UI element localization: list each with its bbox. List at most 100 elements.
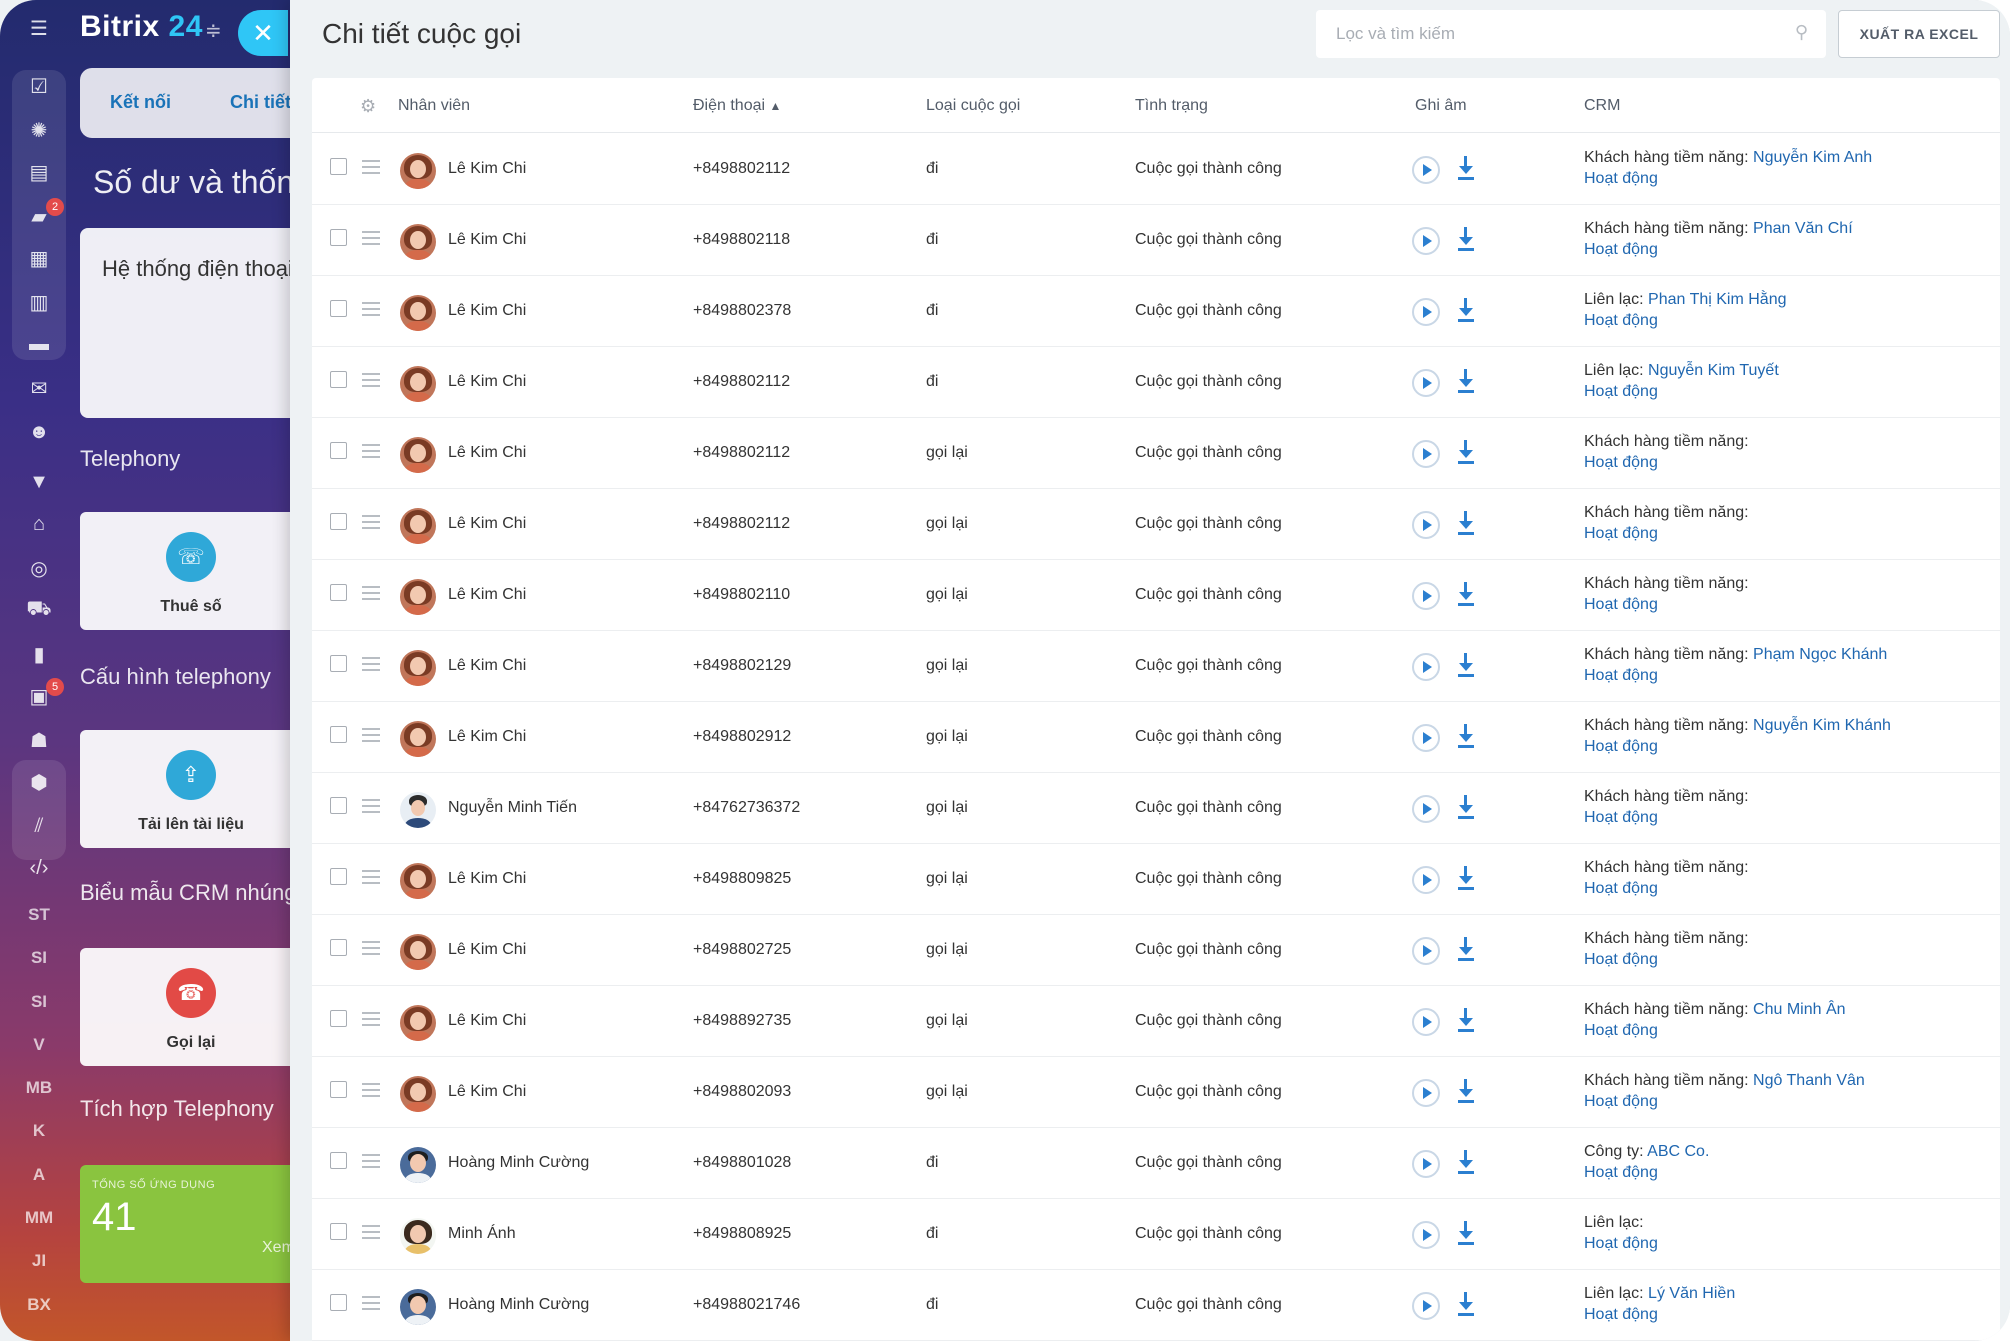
download-icon[interactable] (1458, 795, 1474, 821)
cart-icon[interactable]: ⛟ (26, 597, 52, 620)
row-checkbox[interactable] (330, 229, 347, 246)
feed-icon[interactable]: ✺ (30, 119, 48, 142)
employee-name[interactable]: Lê Kim Chi (448, 657, 527, 674)
download-icon[interactable] (1458, 227, 1474, 253)
box-icon[interactable]: ⬢ (30, 771, 48, 794)
employee-name[interactable]: Hoàng Minh Cường (448, 1296, 590, 1313)
drag-handle-icon[interactable] (362, 1225, 380, 1243)
table-row[interactable]: Lê Kim Chi +8498802725 gọi lại Cuộc gọi thà… (312, 915, 2000, 986)
column-status[interactable]: Tình trạng (1135, 97, 1208, 114)
table-row[interactable]: Lê Kim Chi +8498892735 gọi lại Cuộc gọi thà… (312, 986, 2000, 1057)
mail-icon[interactable]: ✉ (30, 377, 48, 400)
table-row[interactable]: Lê Kim Chi +8498802118 đi Cuộc gọi thành cô… (312, 205, 2000, 276)
activity-link[interactable]: Hoạt động (1584, 667, 1658, 684)
drag-handle-icon[interactable] (362, 586, 380, 604)
crm-entity-link[interactable]: Chu Minh Ân (1753, 1001, 1846, 1018)
crm-entity-link[interactable]: Ngô Thanh Vân (1753, 1072, 1865, 1089)
activity-link[interactable]: Hoạt động (1584, 1093, 1658, 1110)
stat-more-link[interactable]: Xem (262, 1239, 295, 1256)
row-checkbox[interactable] (330, 939, 347, 956)
rail-app-9[interactable]: JI (31, 1251, 47, 1270)
activity-link[interactable]: Hoạt động (1584, 809, 1658, 826)
download-icon[interactable] (1458, 937, 1474, 963)
target-icon[interactable]: ◎ (30, 557, 48, 580)
table-row[interactable]: Lê Kim Chi +8498802112 gọi lại Cuộc gọi thà… (312, 489, 2000, 560)
crm-entity-link[interactable]: Nguyễn Kim Anh (1753, 149, 1873, 166)
download-icon[interactable] (1458, 511, 1474, 537)
drag-handle-icon[interactable] (362, 231, 380, 249)
activity-link[interactable]: Hoạt động (1584, 383, 1658, 400)
download-icon[interactable] (1458, 866, 1474, 892)
drag-handle-icon[interactable] (362, 799, 380, 817)
row-checkbox[interactable] (330, 158, 347, 175)
column-phone[interactable]: Điện thoại ▲ (693, 97, 781, 115)
drive-icon[interactable]: ▬ (29, 332, 49, 355)
activity-link[interactable]: Hoạt động (1584, 596, 1658, 613)
activity-link[interactable]: Hoạt động (1584, 241, 1658, 258)
play-icon[interactable] (1412, 937, 1440, 965)
employee-name[interactable]: Lê Kim Chi (448, 302, 527, 319)
table-row[interactable]: Lê Kim Chi +8498802378 đi Cuộc gọi thành cô… (312, 276, 2000, 347)
play-icon[interactable] (1412, 653, 1440, 681)
row-checkbox[interactable] (330, 371, 347, 388)
employee-name[interactable]: Hoàng Minh Cường (448, 1154, 590, 1171)
employee-name[interactable]: Lê Kim Chi (448, 160, 527, 177)
employee-name[interactable]: Lê Kim Chi (448, 231, 527, 248)
tile-rent-number[interactable]: ☏ Thuê số (80, 512, 310, 630)
drag-handle-icon[interactable] (362, 870, 380, 888)
employee-name[interactable]: Lê Kim Chi (448, 1012, 527, 1029)
employee-name[interactable]: Lê Kim Chi (448, 941, 527, 958)
table-row[interactable]: Lê Kim Chi +8498802093 gọi lại Cuộc gọi thà… (312, 1057, 2000, 1128)
column-crm[interactable]: CRM (1584, 97, 1621, 114)
crm-entity-link[interactable]: Lý Văn Hiền (1648, 1285, 1736, 1302)
row-checkbox[interactable] (330, 726, 347, 743)
table-row[interactable]: Lê Kim Chi +8498802112 gọi lại Cuộc gọi thà… (312, 418, 2000, 489)
rail-app-6[interactable]: K (32, 1121, 46, 1140)
rail-app-8[interactable]: MM (24, 1208, 54, 1227)
download-icon[interactable] (1458, 369, 1474, 395)
brand-logo[interactable]: Bitrix 24 (80, 10, 203, 44)
table-row[interactable]: Nguyễn Minh Tiến +84762736372 gọi lại Cuộc … (312, 773, 2000, 844)
row-checkbox[interactable] (330, 1010, 347, 1027)
drag-handle-icon[interactable] (362, 1083, 380, 1101)
tab-details[interactable]: Chi tiết (230, 92, 291, 112)
column-recording[interactable]: Ghi âm (1415, 97, 1467, 114)
activity-link[interactable]: Hoạt động (1584, 1022, 1658, 1039)
table-row[interactable]: Lê Kim Chi +8498802129 gọi lại Cuộc gọi thà… (312, 631, 2000, 702)
table-row[interactable]: Hoàng Minh Cường +84988021746 đi Cuộc gọi t… (312, 1270, 2000, 1341)
rail-app-1[interactable]: ST (28, 905, 50, 924)
crm-entity-link[interactable]: ABC Co. (1647, 1143, 1710, 1160)
tasks-icon[interactable]: ☑ (30, 75, 48, 98)
activity-link[interactable]: Hoạt động (1584, 454, 1658, 471)
employee-name[interactable]: Nguyễn Minh Tiến (448, 799, 577, 816)
play-icon[interactable] (1412, 369, 1440, 397)
rail-app-3[interactable]: SI (30, 992, 48, 1011)
apps-stat-card[interactable]: TỔNG SỐ ỨNG DỤNG 41 Xem (80, 1165, 310, 1283)
row-checkbox[interactable] (330, 655, 347, 672)
activity-link[interactable]: Hoạt động (1584, 312, 1658, 329)
activity-link[interactable]: Hoạt động (1584, 1164, 1658, 1181)
tile-upload-docs[interactable]: ⇪ Tải lên tài liệu (80, 730, 310, 848)
crm-entity-link[interactable]: Phạm Ngọc Khánh (1753, 646, 1888, 663)
analytics-icon[interactable]: ▮ (33, 643, 45, 666)
play-icon[interactable] (1412, 795, 1440, 823)
rail-app-4[interactable]: V (33, 1035, 45, 1054)
table-row[interactable]: Lê Kim Chi +8498809825 gọi lại Cuộc gọi thà… (312, 844, 2000, 915)
drag-handle-icon[interactable] (362, 1012, 380, 1030)
drag-handle-icon[interactable] (362, 728, 380, 746)
employee-name[interactable]: Lê Kim Chi (448, 515, 527, 532)
drag-handle-icon[interactable] (362, 941, 380, 959)
robot-icon[interactable]: ☗ (30, 729, 48, 752)
switch-icon[interactable]: ≑ (205, 20, 222, 42)
drag-handle-icon[interactable] (362, 373, 380, 391)
rail-app-7[interactable]: A (32, 1165, 46, 1184)
drag-handle-icon[interactable] (362, 1296, 380, 1314)
activity-link[interactable]: Hoạt động (1584, 170, 1658, 187)
download-icon[interactable] (1458, 1008, 1474, 1034)
search-icon[interactable]: ⚲ (1794, 22, 1808, 42)
table-row[interactable]: Lê Kim Chi +8498802912 gọi lại Cuộc gọi thà… (312, 702, 2000, 773)
play-icon[interactable] (1412, 724, 1440, 752)
download-icon[interactable] (1458, 653, 1474, 679)
row-checkbox[interactable] (330, 513, 347, 530)
drag-handle-icon[interactable] (362, 1154, 380, 1172)
